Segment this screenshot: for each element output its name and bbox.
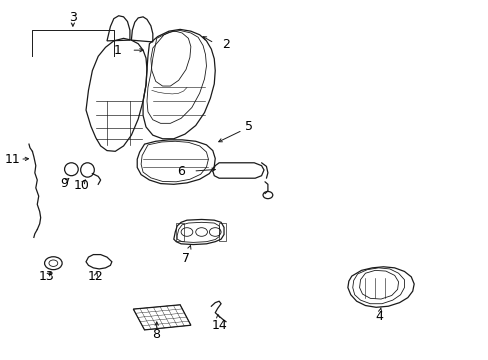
Text: 5: 5 (218, 121, 253, 142)
Text: 10: 10 (73, 179, 89, 192)
Text: 12: 12 (88, 270, 103, 283)
Text: 7: 7 (182, 246, 190, 265)
Text: 1: 1 (114, 44, 122, 57)
Text: 8: 8 (151, 328, 160, 341)
Text: 4: 4 (374, 308, 382, 324)
Bar (176, 223, 183, 241)
Text: 6: 6 (177, 165, 184, 178)
Text: 13: 13 (39, 270, 55, 283)
Text: 14: 14 (211, 315, 226, 332)
Text: 9: 9 (60, 177, 68, 190)
Bar (218, 223, 226, 241)
Text: 2: 2 (222, 38, 230, 51)
Text: 3: 3 (69, 11, 77, 24)
Text: 11: 11 (5, 153, 20, 166)
